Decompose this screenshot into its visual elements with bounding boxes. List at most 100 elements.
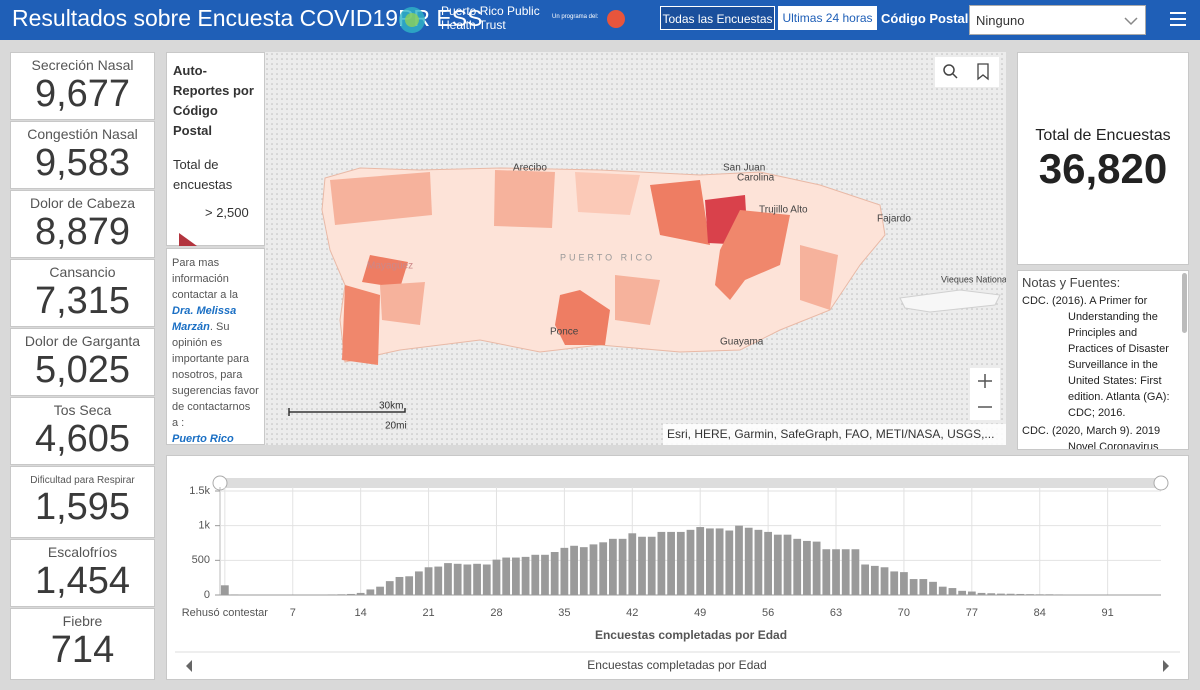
indicator-label: Secreción Nasal — [11, 57, 154, 73]
indicator-value: 8,879 — [11, 211, 154, 253]
bar — [784, 535, 792, 595]
indicator-value: 9,583 — [11, 142, 154, 184]
dropdown-caret — [1124, 16, 1138, 26]
slider-handle[interactable] — [1154, 476, 1168, 490]
bar — [871, 566, 879, 595]
program-logo — [606, 9, 626, 29]
bar — [463, 564, 471, 595]
bar — [619, 539, 627, 595]
contact-intro: Para mas información contactar a la — [172, 257, 238, 301]
indicator-label: Escalofríos — [11, 544, 154, 560]
bar — [968, 592, 976, 595]
bar — [580, 547, 588, 595]
bar — [405, 576, 413, 595]
note-ref: CDC. (2016). A Primer for Understanding … — [1022, 293, 1178, 421]
indicator-value: 9,677 — [11, 73, 154, 115]
bar — [852, 549, 860, 595]
bar — [522, 557, 530, 595]
indicator-card: Secreción Nasal9,677 — [10, 52, 155, 120]
map-label: PUERTO RICO — [560, 252, 655, 262]
map-label: Trujillo Alto — [759, 205, 808, 216]
bar — [541, 555, 549, 595]
x-tick-label: 91 — [1102, 607, 1114, 619]
nav-caption: Encuestas completadas por Edad — [587, 658, 766, 672]
bar — [696, 527, 704, 595]
scale-mi: 20mi — [385, 421, 407, 432]
bar — [609, 539, 617, 595]
x-tick-label: 70 — [898, 607, 910, 619]
bar — [842, 549, 850, 595]
indicator-value: 1,595 — [11, 486, 154, 528]
indicator-card: Dificultad para Respirar1,595 — [10, 466, 155, 538]
bar — [755, 530, 763, 595]
bar — [415, 571, 423, 595]
bar — [832, 549, 840, 595]
menu-button[interactable] — [1168, 10, 1188, 28]
bar — [919, 579, 927, 595]
zip-select[interactable]: Ninguno — [969, 5, 1146, 35]
notes-title: Notas y Fuentes: — [1022, 275, 1178, 291]
next-button[interactable] — [1163, 660, 1169, 672]
x-tick-label: 21 — [422, 607, 434, 619]
bar — [551, 552, 559, 595]
bar — [881, 567, 889, 595]
indicator-value: 5,025 — [11, 349, 154, 391]
indicator-card: Dolor de Garganta5,025 — [10, 328, 155, 396]
x-tick-label: Rehusó contestar — [182, 607, 269, 619]
bar — [687, 530, 695, 595]
bar — [648, 537, 656, 595]
indicator-card: Escalofríos1,454 — [10, 539, 155, 607]
bar — [861, 564, 869, 595]
x-tick-label: 35 — [558, 607, 570, 619]
bar — [677, 532, 685, 595]
total-panel: Total de Encuestas 36,820 — [1017, 52, 1189, 265]
x-tick-label: 28 — [490, 607, 502, 619]
chart: Encuestas completadas por Edad Encuestas… — [167, 456, 1188, 679]
bar — [396, 577, 404, 595]
bar — [531, 555, 539, 595]
prev-button[interactable] — [186, 660, 192, 672]
bar — [483, 564, 491, 595]
indicator-label: Cansancio — [11, 264, 154, 280]
x-tick-label: 84 — [1034, 607, 1046, 619]
bar — [793, 539, 801, 595]
contact-panel: Para mas información contactar a la Dra.… — [166, 248, 265, 445]
note-ref: CDC. (2020, March 9). 2019 Novel Coronav… — [1022, 423, 1178, 450]
map-label: Fajardo — [877, 214, 911, 225]
indicator-card: Tos Seca4,605 — [10, 397, 155, 465]
legend-panel: Auto-Reportes por Código Postal Total de… — [166, 52, 265, 246]
x-axis-label: Encuestas completadas por Edad — [595, 628, 787, 642]
bar — [745, 528, 753, 595]
map-label: Carolina — [737, 173, 775, 184]
bar — [822, 549, 830, 595]
zip-value: Ninguno — [976, 13, 1024, 28]
all-surveys-button[interactable]: Todas las Encuestas — [660, 6, 775, 30]
scrollbar — [1182, 273, 1187, 333]
indicator-label: Tos Seca — [11, 402, 154, 418]
bar — [929, 582, 937, 595]
indicator-label: Dificultad para Respirar — [11, 475, 154, 486]
scale-km: 30km — [379, 401, 403, 412]
x-tick-label: 49 — [694, 607, 706, 619]
y-tick-label: 500 — [192, 554, 210, 566]
bar — [425, 567, 433, 595]
bar — [716, 528, 724, 595]
logo — [396, 4, 430, 36]
bar — [706, 528, 714, 595]
map-label: Guayama — [720, 337, 764, 348]
map-label: Arecibo — [513, 163, 547, 174]
bar — [221, 585, 229, 595]
indicator-label: Fiebre — [11, 613, 154, 629]
indicator-value: 4,605 — [11, 418, 154, 460]
contact-link[interactable]: Puerto Rico — [172, 433, 234, 445]
x-tick-label: 42 — [626, 607, 638, 619]
bar — [493, 560, 501, 595]
y-tick-label: 1.5k — [189, 485, 210, 497]
bar — [599, 542, 607, 595]
bar — [570, 546, 578, 595]
bar — [473, 564, 481, 595]
last-24h-button[interactable]: Ultimas 24 horas — [778, 6, 877, 30]
bar — [725, 531, 733, 595]
bar — [502, 558, 510, 595]
